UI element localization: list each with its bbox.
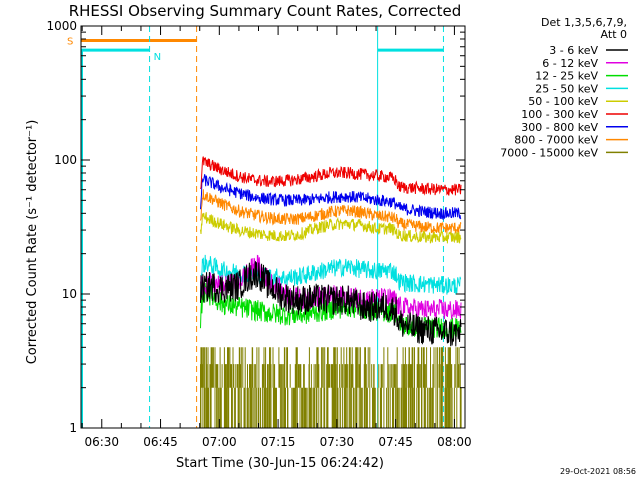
- x-tick-label: 08:00: [437, 435, 472, 449]
- x-tick-label: 06:45: [143, 435, 178, 449]
- legend-entry-label: 50 - 100 keV: [528, 95, 598, 108]
- series-line-50-100-kev: [200, 212, 462, 244]
- legend-entry-label: 7000 - 15000 keV: [500, 146, 598, 159]
- y-tick-label: 1: [69, 421, 77, 435]
- legend-entry-label: 100 - 300 keV: [521, 108, 598, 121]
- series-line-6-12-kev: [200, 254, 462, 321]
- night-flag-label: N: [154, 52, 161, 63]
- legend-entry-label: 25 - 50 keV: [535, 82, 598, 95]
- legend-entry-label: 12 - 25 keV: [535, 70, 598, 83]
- x-axis-label: Start Time (30-Jun-15 06:24:42): [176, 456, 384, 471]
- x-tick-label: 07:15: [261, 435, 296, 449]
- chart-title: RHESSI Observing Summary Count Rates, Co…: [69, 2, 462, 20]
- y-tick-label: 1000: [46, 19, 77, 33]
- axes: 1 10 100 1000 06:30 06:45 07:00 07:15 07:30 07:45…: [46, 19, 471, 449]
- plot-frame: [80, 25, 466, 429]
- series-line-300-800-kev: [200, 174, 462, 221]
- legend-entry-label: 800 - 7000 keV: [514, 134, 598, 147]
- legend-entry-label: 3 - 6 keV: [549, 44, 598, 57]
- plot-area: SN: [67, 26, 462, 428]
- x-tick-label: 06:30: [84, 435, 119, 449]
- legend-entry-label: 6 - 12 keV: [542, 57, 598, 70]
- series-line-100-300-kev: [200, 156, 462, 196]
- legend-entry-label: 300 - 800 keV: [521, 121, 598, 134]
- y-tick-label: 100: [54, 153, 77, 167]
- series-line-25-50-kev: [200, 254, 462, 298]
- legend-header: Att 0: [601, 28, 627, 41]
- legend-header: Det 1,3,5,6,7,9,: [541, 16, 627, 29]
- y-tick-label: 10: [62, 287, 77, 301]
- series-line-3-6-kev: [200, 261, 462, 347]
- x-tick-label: 07:45: [378, 435, 413, 449]
- series-line-800-7000-kev: [200, 189, 462, 234]
- x-tick-label: 07:00: [202, 435, 237, 449]
- series-line-7000-15000-kev: [200, 347, 462, 428]
- x-tick-label: 07:30: [320, 435, 355, 449]
- attenuator-flag-label: S: [67, 36, 73, 47]
- y-axis-label: Corrected Count Rate (s⁻¹ detector⁻¹): [25, 120, 40, 365]
- footer-timestamp: 29-Oct-2021 08:56: [560, 467, 636, 476]
